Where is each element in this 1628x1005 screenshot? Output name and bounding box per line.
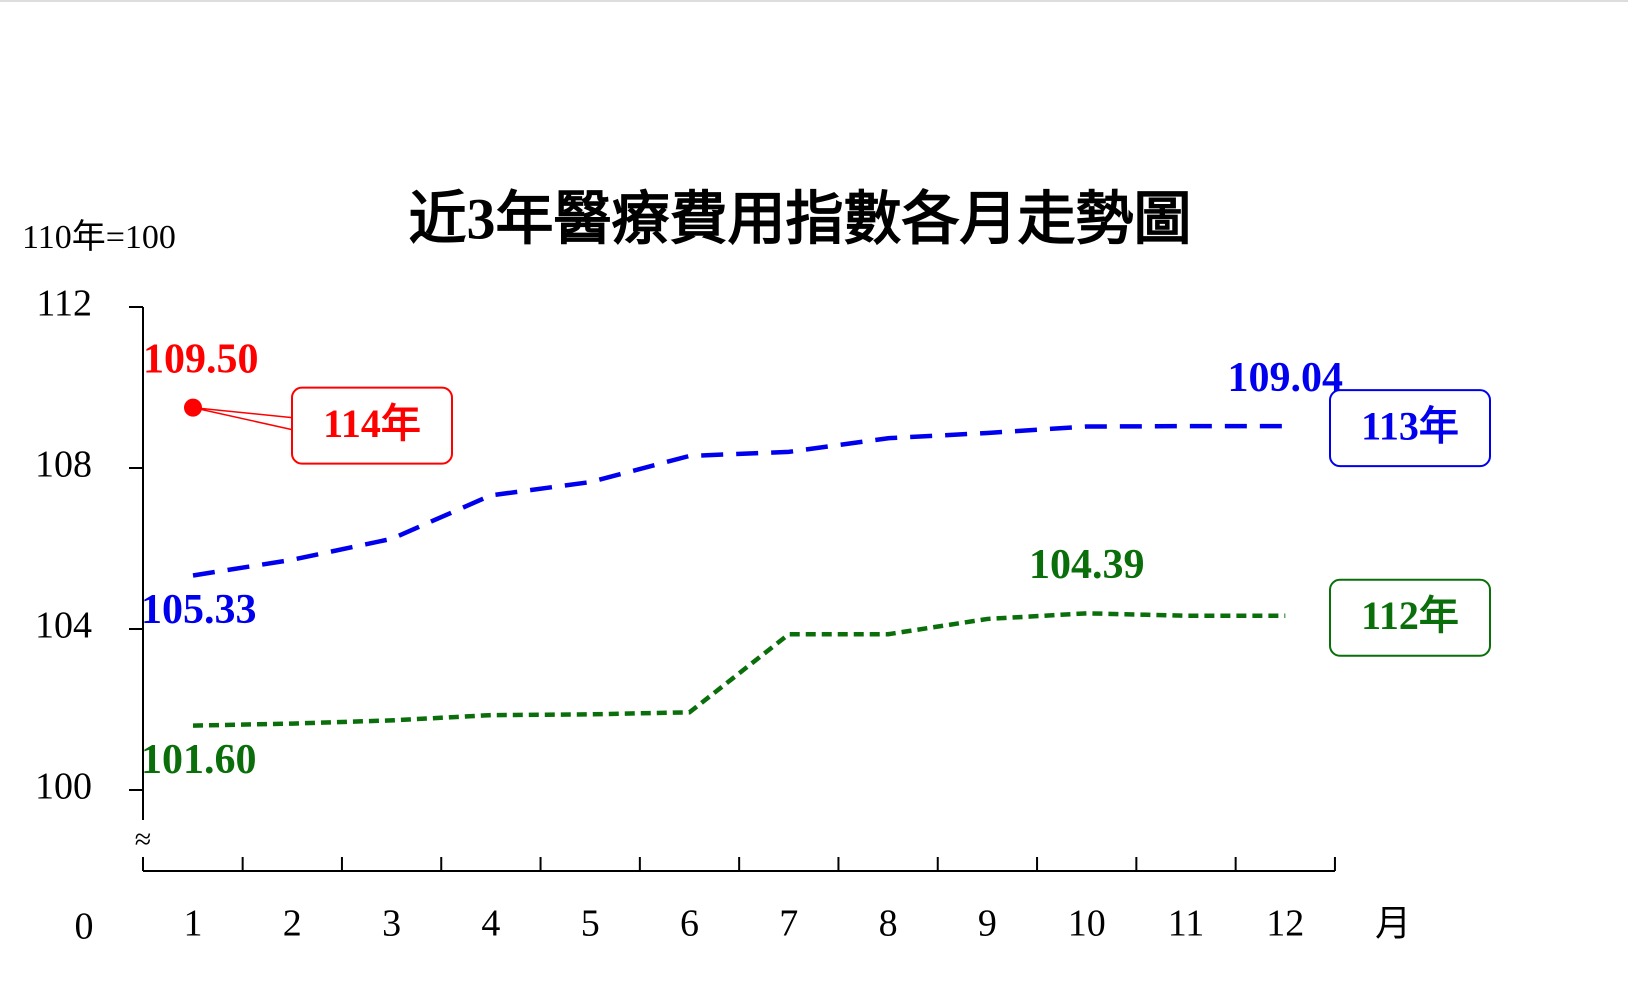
- x-tick-label: 8: [879, 903, 898, 945]
- legend-label: 113年: [1361, 403, 1459, 448]
- x-tick-label: 6: [680, 903, 699, 945]
- x-tick-label: 3: [382, 903, 401, 945]
- x-tick-label: 4: [481, 903, 500, 945]
- x-tick-label: 10: [1068, 903, 1106, 945]
- value-label: 101.60: [141, 737, 257, 783]
- y-tick-label: 100: [35, 766, 92, 808]
- x-tick-label: 2: [283, 903, 302, 945]
- x-tick-label: 9: [978, 903, 997, 945]
- chart-title: 近3年醫療費用指數各月走勢圖: [408, 186, 1191, 251]
- y-tick-label: 104: [35, 605, 92, 647]
- x-tick-label: 12: [1266, 903, 1304, 945]
- y-axis-label: 110年=100: [22, 218, 176, 256]
- series-line: [192, 611, 1286, 728]
- y-tick-label: 112: [36, 283, 92, 325]
- y-tick-label: 108: [35, 444, 92, 486]
- callout-line: [192, 406, 293, 431]
- x-tick-label: 1: [184, 903, 203, 945]
- legend-label: 112年: [1361, 593, 1459, 638]
- value-label: 109.50: [143, 336, 259, 382]
- series-line: [192, 423, 1286, 578]
- legend-box: [291, 386, 453, 465]
- axis-break: ≈: [135, 823, 151, 856]
- x-tick-label: 7: [779, 903, 798, 945]
- origin-label: 0: [75, 906, 94, 948]
- legend-box: [1329, 578, 1491, 657]
- value-label: 104.39: [1029, 542, 1145, 588]
- x-tick-label: 5: [581, 903, 600, 945]
- legend-label: 114年: [323, 401, 421, 446]
- legend-box: [1329, 389, 1491, 468]
- x-tick-label: 11: [1168, 903, 1205, 945]
- value-label: 105.33: [141, 587, 257, 633]
- x-axis-label: 月: [1375, 903, 1411, 943]
- value-label: 109.04: [1228, 355, 1344, 401]
